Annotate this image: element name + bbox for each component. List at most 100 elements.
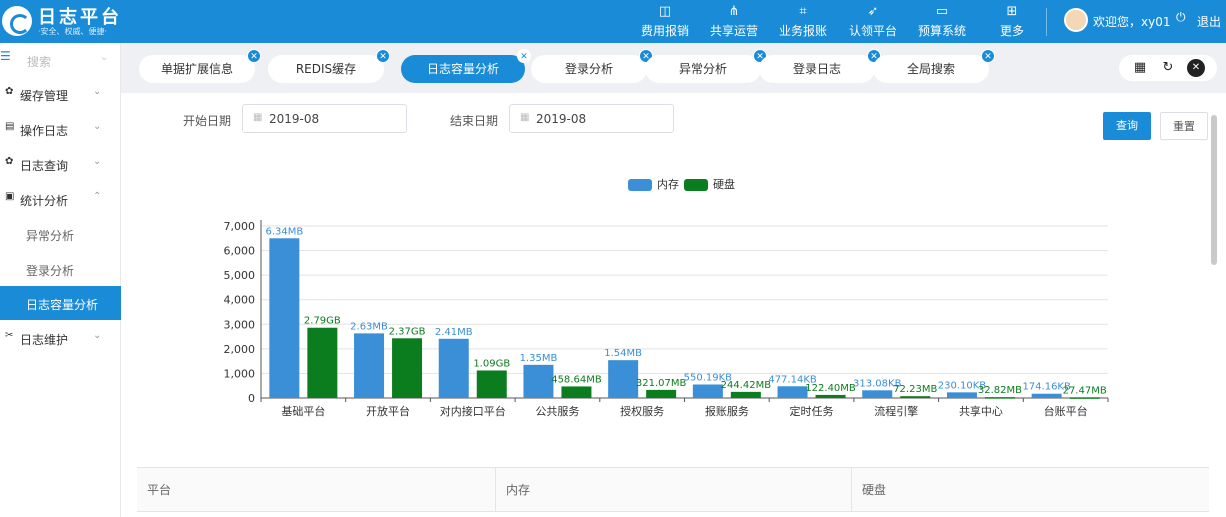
tab-global-search[interactable]: 全局搜索 ✕ <box>873 49 995 83</box>
nav-business[interactable]: ⌗ 业务报账 <box>771 0 835 43</box>
end-date-value: 2019-08 <box>536 112 587 126</box>
memory-data-label: 313.08KB <box>853 378 902 389</box>
x-tick-label: 定时任务 <box>790 404 834 418</box>
close-icon[interactable]: ✕ <box>247 49 261 63</box>
start-date-input[interactable]: ▦ 2019-08 <box>242 104 407 133</box>
tab-redis[interactable]: REDIS缓存 ✕ <box>268 49 390 83</box>
sidebar-subitem-exception[interactable]: 异常分析 <box>0 217 121 251</box>
table-header: 平台 内存 硬盘 <box>137 468 1209 512</box>
nav-more[interactable]: ⊞ 更多 <box>980 0 1044 43</box>
y-tick-label: 2,000 <box>224 343 256 356</box>
memory-bar <box>946 392 977 398</box>
avatar[interactable] <box>1064 8 1088 32</box>
memory-data-label: 477.14KB <box>768 374 817 385</box>
nav-label: 业务报账 <box>778 24 827 38</box>
tab-label: 日志容量分析 <box>426 62 499 76</box>
disk-bar <box>730 391 761 398</box>
nav-share-ops[interactable]: ⋔ 共享运营 <box>702 0 766 43</box>
nav-expense[interactable]: ◫ 费用报销 <box>633 0 697 43</box>
nav-label: 更多 <box>999 24 1024 38</box>
x-tick-label: 对内接口平台 <box>440 404 506 418</box>
close-icon[interactable]: ✕ <box>376 49 390 63</box>
disk-data-label: 2.37GB <box>389 326 426 337</box>
menu-icon[interactable]: ☰ <box>0 49 11 63</box>
close-icon[interactable]: ✕ <box>981 49 995 63</box>
legend-swatch <box>628 179 652 191</box>
legend-memory[interactable]: 内存 <box>628 176 679 192</box>
disk-data-label: 27.47MB <box>1063 385 1107 396</box>
tab-doc-ext[interactable]: 单据扩展信息 ✕ <box>139 49 261 83</box>
sidebar-subitem-login[interactable]: 登录分析 <box>0 252 121 286</box>
sidebar-subitem-label: 异常分析 <box>26 229 75 243</box>
sidebar-item-oplog[interactable]: ▤ 操作日志 ⌄ <box>0 112 121 146</box>
start-date-label: 开始日期 <box>183 114 232 128</box>
x-tick-label: 报账服务 <box>705 404 749 418</box>
disk-data-label: 458.64MB <box>551 374 602 385</box>
y-tick-label: 3,000 <box>224 318 256 331</box>
power-icon[interactable]: ⏻ <box>1176 10 1186 24</box>
memory-bar <box>862 390 893 398</box>
query-button[interactable]: 查询 <box>1103 112 1151 140</box>
tab-exception-analysis[interactable]: 异常分析 ✕ <box>645 49 767 83</box>
disk-bar <box>815 394 846 398</box>
calendar-icon: ▦ <box>520 112 530 123</box>
disk-bar <box>984 397 1015 399</box>
disk-bar <box>476 370 507 398</box>
tab-login-analysis[interactable]: 登录分析 ✕ <box>531 49 653 83</box>
x-tick-label: 公共服务 <box>535 405 579 418</box>
sidebar-item-label: 统计分析 <box>20 194 69 208</box>
memory-bar <box>777 386 808 398</box>
welcome-text: 欢迎您，xy01 <box>1093 15 1171 29</box>
x-tick-label: 台账平台 <box>1044 404 1088 418</box>
reset-button[interactable]: 重置 <box>1160 112 1208 140</box>
close-all-icon[interactable]: ✕ <box>1187 59 1205 77</box>
disk-bar <box>900 396 931 398</box>
main-content: 开始日期 ▦ 2019-08 结束日期 ▦ 2019-08 查询 重置 内存 硬… <box>121 93 1226 517</box>
memory-bar <box>523 364 554 398</box>
sidebar-item-stats[interactable]: ▣ 统计分析 ⌃ <box>0 182 121 216</box>
chevron-up-icon: ⌃ <box>93 191 102 202</box>
logout-link[interactable]: 退出 <box>1197 15 1222 29</box>
end-date-label: 结束日期 <box>450 114 499 128</box>
capacity-bar-chart: 0 1,000 2,000 3,000 4,000 5,000 6,000 7,000 基础平台… <box>224 220 1109 418</box>
memory-bar <box>269 238 300 398</box>
tab-label: 单据扩展信息 <box>160 62 233 76</box>
nav-label: 预算系统 <box>917 24 966 38</box>
sidebar-search[interactable]: ☰ 搜索 ⌄ <box>0 43 121 77</box>
disk-data-label: 321.07MB <box>636 378 687 389</box>
nav-budget[interactable]: ▭ 预算系统 <box>910 0 974 43</box>
disk-bar <box>646 389 677 398</box>
close-icon[interactable]: ✕ <box>517 49 531 63</box>
memory-data-label: 2.41MB <box>435 327 473 338</box>
sidebar-subitem-capacity[interactable]: 日志容量分析 <box>0 286 121 320</box>
tabs-bar: 单据扩展信息 ✕ REDIS缓存 ✕ 日志容量分析 ✕ 登录分析 ✕ 异常分析 … <box>121 43 1226 93</box>
x-tick-label: 授权服务 <box>620 404 664 418</box>
y-tick-label: 0 <box>248 392 255 405</box>
memory-bar <box>692 384 723 398</box>
tab-login-log[interactable]: 登录日志 ✕ <box>759 49 881 83</box>
nav-claim[interactable]: ➶ 认领平台 <box>841 0 905 43</box>
chevron-down-icon: ⌄ <box>93 156 102 167</box>
search-label: 搜索 <box>27 55 52 69</box>
sidebar-item-label: 日志维护 <box>20 333 69 347</box>
chevron-down-icon: ⌄ <box>93 121 102 132</box>
sidebar-item-cache[interactable]: ✿ 缓存管理 ⌄ <box>0 77 121 111</box>
legend-disk[interactable]: 硬盘 <box>684 176 735 192</box>
end-date-input[interactable]: ▦ 2019-08 <box>509 104 674 133</box>
memory-data-label: 550.19KB <box>684 372 733 383</box>
grid-icon[interactable]: ▦ <box>1133 60 1147 75</box>
header-memory: 内存 <box>495 468 851 512</box>
memory-data-label: 174.16KB <box>1022 382 1071 393</box>
log-icon: ▤ <box>5 121 15 132</box>
memory-data-label: 1.54MB <box>604 348 642 359</box>
legend-swatch <box>684 179 708 191</box>
disk-data-label: 2.79GB <box>304 316 341 327</box>
gear-icon: ✿ <box>5 86 14 97</box>
vertical-scrollbar[interactable] <box>1211 115 1217 265</box>
y-tick-label: 4,000 <box>224 294 256 307</box>
nav-label: 共享运营 <box>709 24 758 38</box>
sidebar-item-maintenance[interactable]: ✂ 日志维护 ⌄ <box>0 321 121 355</box>
refresh-icon[interactable]: ↻ <box>1162 60 1174 75</box>
tab-log-capacity[interactable]: 日志容量分析 ✕ <box>401 49 531 83</box>
sidebar-item-logquery[interactable]: ✿ 日志查询 ⌄ <box>0 147 121 181</box>
